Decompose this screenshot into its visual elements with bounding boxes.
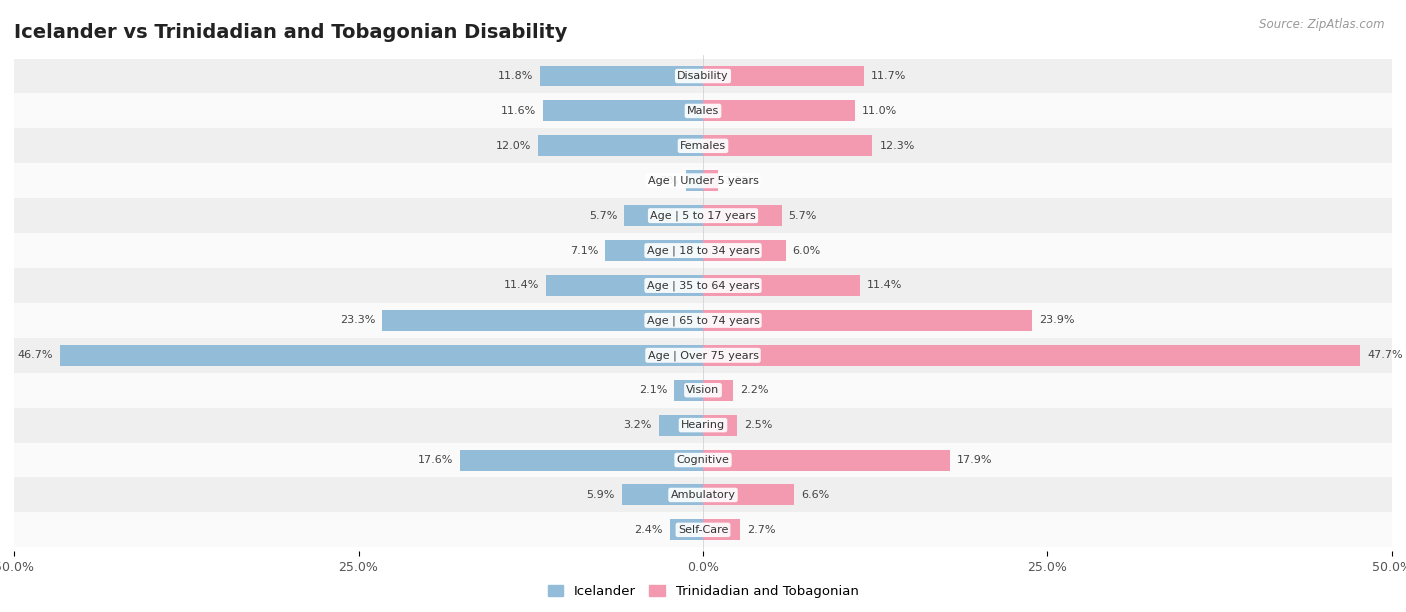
Text: 23.9%: 23.9%: [1039, 315, 1074, 326]
Bar: [703, 100, 855, 121]
Bar: [543, 100, 703, 121]
Bar: [703, 345, 1360, 366]
Text: 2.7%: 2.7%: [747, 525, 776, 535]
Text: Age | Under 5 years: Age | Under 5 years: [648, 176, 758, 186]
Text: 47.7%: 47.7%: [1367, 350, 1403, 360]
Text: Ambulatory: Ambulatory: [671, 490, 735, 500]
Text: 11.4%: 11.4%: [503, 280, 538, 291]
Bar: [14, 338, 1392, 373]
Bar: [703, 170, 718, 191]
Text: 46.7%: 46.7%: [17, 350, 52, 360]
Bar: [703, 520, 740, 540]
Bar: [382, 310, 703, 331]
Text: 11.0%: 11.0%: [862, 106, 897, 116]
Text: Vision: Vision: [686, 385, 720, 395]
Bar: [537, 135, 703, 156]
Text: 3.2%: 3.2%: [624, 420, 652, 430]
Bar: [686, 170, 703, 191]
Bar: [669, 520, 703, 540]
Text: Females: Females: [681, 141, 725, 151]
Text: 6.0%: 6.0%: [793, 245, 821, 256]
Text: 23.3%: 23.3%: [340, 315, 375, 326]
Text: Cognitive: Cognitive: [676, 455, 730, 465]
Bar: [703, 379, 734, 401]
Bar: [703, 310, 1032, 331]
Bar: [703, 205, 782, 226]
Bar: [14, 373, 1392, 408]
Bar: [461, 450, 703, 471]
Bar: [14, 129, 1392, 163]
Text: 7.1%: 7.1%: [569, 245, 599, 256]
Bar: [14, 408, 1392, 442]
Bar: [703, 450, 949, 471]
Bar: [14, 303, 1392, 338]
Text: 2.2%: 2.2%: [740, 385, 769, 395]
Bar: [605, 240, 703, 261]
Text: Age | 65 to 74 years: Age | 65 to 74 years: [647, 315, 759, 326]
Bar: [14, 59, 1392, 94]
Text: Age | 5 to 17 years: Age | 5 to 17 years: [650, 211, 756, 221]
Text: 5.7%: 5.7%: [789, 211, 817, 221]
Text: 1.2%: 1.2%: [651, 176, 679, 186]
Legend: Icelander, Trinidadian and Tobagonian: Icelander, Trinidadian and Tobagonian: [543, 580, 863, 603]
Bar: [703, 415, 738, 436]
Text: 2.1%: 2.1%: [638, 385, 668, 395]
Bar: [14, 94, 1392, 129]
Text: 5.7%: 5.7%: [589, 211, 617, 221]
Bar: [703, 485, 794, 506]
Bar: [703, 275, 860, 296]
Bar: [624, 205, 703, 226]
Text: 17.6%: 17.6%: [418, 455, 454, 465]
Bar: [546, 275, 703, 296]
Text: 11.8%: 11.8%: [498, 71, 533, 81]
Bar: [14, 512, 1392, 547]
Text: Age | 18 to 34 years: Age | 18 to 34 years: [647, 245, 759, 256]
Text: Disability: Disability: [678, 71, 728, 81]
Text: 5.9%: 5.9%: [586, 490, 614, 500]
Bar: [14, 268, 1392, 303]
Bar: [59, 345, 703, 366]
Text: Age | 35 to 64 years: Age | 35 to 64 years: [647, 280, 759, 291]
Bar: [703, 240, 786, 261]
Bar: [673, 379, 703, 401]
Text: Self-Care: Self-Care: [678, 525, 728, 535]
Text: 2.4%: 2.4%: [634, 525, 664, 535]
Text: 12.0%: 12.0%: [495, 141, 531, 151]
Text: Males: Males: [688, 106, 718, 116]
Bar: [621, 485, 703, 506]
Text: 6.6%: 6.6%: [801, 490, 830, 500]
Text: 1.1%: 1.1%: [725, 176, 754, 186]
Text: Age | Over 75 years: Age | Over 75 years: [648, 350, 758, 360]
Text: 11.6%: 11.6%: [501, 106, 536, 116]
Bar: [14, 442, 1392, 477]
Bar: [703, 65, 865, 86]
Bar: [540, 65, 703, 86]
Bar: [14, 233, 1392, 268]
Text: 11.4%: 11.4%: [868, 280, 903, 291]
Bar: [14, 477, 1392, 512]
Bar: [659, 415, 703, 436]
Text: 12.3%: 12.3%: [879, 141, 915, 151]
Text: 17.9%: 17.9%: [956, 455, 993, 465]
Text: Source: ZipAtlas.com: Source: ZipAtlas.com: [1260, 18, 1385, 31]
Text: Hearing: Hearing: [681, 420, 725, 430]
Bar: [14, 198, 1392, 233]
Text: Icelander vs Trinidadian and Tobagonian Disability: Icelander vs Trinidadian and Tobagonian …: [14, 23, 568, 42]
Text: 11.7%: 11.7%: [872, 71, 907, 81]
Bar: [14, 163, 1392, 198]
Bar: [703, 135, 873, 156]
Text: 2.5%: 2.5%: [744, 420, 773, 430]
